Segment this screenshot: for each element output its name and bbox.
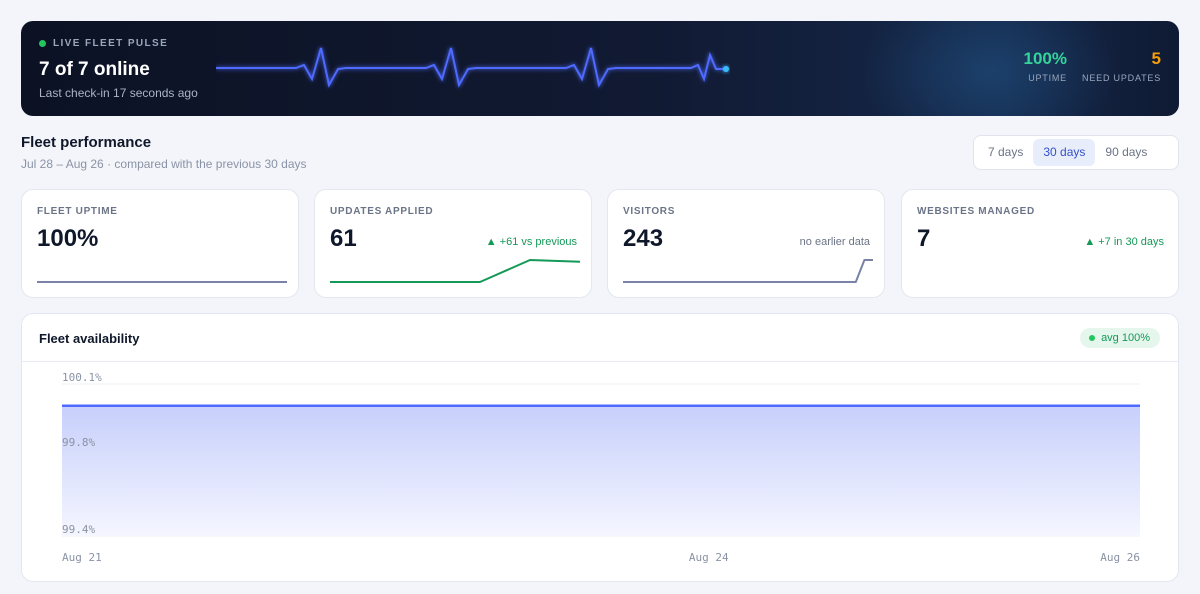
x-tick-label: Aug 26 [1100, 551, 1140, 564]
uptime-stat: 100% UPTIME [1024, 49, 1067, 83]
time-range-selector: 7 days 30 days 90 days [973, 135, 1179, 170]
kpi-value: 61 [330, 225, 357, 252]
kpi-label: FLEET UPTIME [37, 206, 118, 217]
uptime-label: UPTIME [1028, 73, 1067, 83]
x-tick-label: Aug 21 [62, 551, 102, 564]
kpi-value: 100% [37, 225, 99, 252]
kpi-card-visitors: VISITORS 243 no earlier data [607, 189, 885, 298]
range-90-days-button[interactable]: 90 days [1105, 145, 1148, 159]
kpi-label: WEBSITES MANAGED [917, 206, 1035, 217]
fleet-pulse-banner: LIVE FLEET PULSE 7 of 7 online Last chec… [21, 21, 1179, 116]
last-checkin: Last check-in 17 seconds ago [39, 86, 198, 100]
sparkline-path [623, 259, 873, 283]
x-tick-label: Aug 24 [689, 551, 729, 564]
heartbeat-waveform-icon [216, 47, 729, 88]
y-tick-label: 99.8% [62, 436, 95, 449]
section-subtitle: Jul 28 – Aug 26 · compared with the prev… [21, 157, 307, 171]
heartbeat-line [216, 47, 726, 88]
range-7-days-button[interactable]: 7 days [988, 145, 1024, 159]
live-status-dot-icon [39, 40, 46, 47]
kpi-sparkline [330, 259, 580, 283]
availability-area [62, 405, 1140, 536]
average-label: avg 100% [1101, 332, 1150, 344]
banner-glow [859, 21, 1119, 116]
online-count: 7 of 7 online [39, 59, 150, 80]
need-updates-label: NEED UPDATES [1082, 73, 1161, 83]
kpi-label: UPDATES APPLIED [330, 206, 434, 217]
live-label: LIVE FLEET PULSE [53, 38, 169, 49]
kpi-value: 7 [917, 225, 931, 252]
live-indicator: LIVE FLEET PULSE [39, 38, 168, 49]
average-dot-icon [1089, 335, 1096, 341]
average-badge: avg 100% [1080, 328, 1160, 348]
kpi-value: 243 [623, 225, 664, 252]
sparkline-path [330, 259, 580, 283]
chart-title: Fleet availability [39, 331, 140, 346]
chart-header: Fleet availability avg 100% [22, 314, 1178, 362]
heartbeat-head-dot [723, 66, 729, 72]
kpi-delta: ▲ +7 in 30 days [1084, 236, 1164, 248]
kpi-delta: ▲ +61 vs previous [485, 236, 577, 248]
kpi-delta: no earlier data [799, 236, 870, 248]
y-tick-label: 99.4% [62, 523, 95, 536]
kpi-card-websites-managed: WEBSITES MANAGED 7 ▲ +7 in 30 days [901, 189, 1179, 298]
y-tick-label: 100.1% [62, 371, 102, 384]
kpi-card-fleet-uptime: FLEET UPTIME 100% [21, 189, 299, 298]
updates-stat: 5 NEED UPDATES [1082, 49, 1161, 83]
uptime-value: 100% [1023, 49, 1067, 68]
kpi-sparkline [37, 281, 287, 283]
section-title: Fleet performance [21, 134, 152, 151]
range-30-days-button[interactable]: 30 days [1033, 139, 1096, 166]
availability-chart: 100.1% 99.8% 99.4% Aug 21 Aug 24 Aug 26 [62, 371, 1140, 564]
kpi-label: VISITORS [623, 206, 676, 217]
fleet-availability-card: Fleet availability avg 100% 100.1% 99.8% 9… [21, 313, 1179, 582]
need-updates-value: 5 [1151, 49, 1161, 68]
kpi-card-updates-applied: UPDATES APPLIED 61 ▲ +61 vs previous [314, 189, 592, 298]
kpi-sparkline [623, 259, 873, 283]
